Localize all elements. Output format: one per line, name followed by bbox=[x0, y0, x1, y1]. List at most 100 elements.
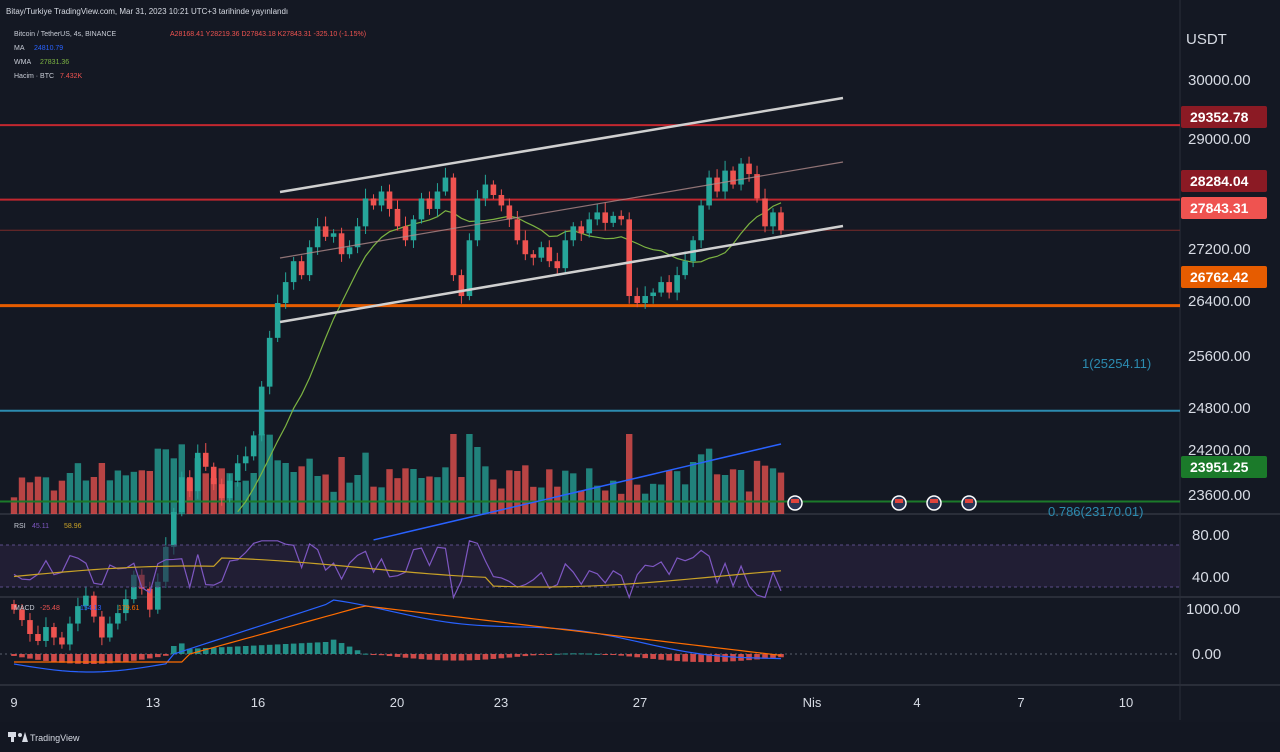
macd-histogram-bar bbox=[538, 654, 545, 655]
price-badge bbox=[1181, 106, 1267, 128]
time-tick-label: Nis bbox=[803, 695, 822, 710]
macd-histogram-bar bbox=[674, 654, 680, 662]
volume-bar bbox=[154, 448, 162, 514]
time-tick-label: 27 bbox=[633, 695, 647, 710]
candle-body bbox=[410, 219, 417, 241]
footer-bar bbox=[0, 722, 1280, 752]
macd-histogram-bar bbox=[562, 653, 569, 655]
candle-body bbox=[51, 627, 57, 638]
candle-body bbox=[178, 477, 185, 513]
candle-body bbox=[650, 292, 656, 297]
volume-bar bbox=[673, 471, 681, 514]
candle-body bbox=[674, 275, 680, 293]
time-tick-label: 20 bbox=[390, 695, 404, 710]
candle-body bbox=[562, 240, 569, 269]
event-flag-icon bbox=[895, 499, 903, 503]
macd-histogram-bar bbox=[690, 654, 696, 662]
candle-body bbox=[210, 466, 217, 485]
channel-lower-line bbox=[279, 224, 844, 324]
volume-bar bbox=[250, 473, 257, 514]
volume-bar bbox=[202, 473, 209, 514]
candle-body bbox=[778, 212, 784, 231]
macd-histogram-bar bbox=[155, 654, 161, 658]
macd-histogram-bar bbox=[35, 654, 41, 660]
candle-body bbox=[522, 240, 529, 255]
candle-body bbox=[226, 480, 233, 499]
macd-histogram-bar bbox=[482, 654, 489, 660]
currency-label: USDT bbox=[1186, 31, 1227, 48]
candle-body bbox=[490, 184, 497, 195]
macd-histogram-bar bbox=[43, 654, 49, 661]
volume-bar bbox=[402, 468, 409, 514]
price-tick-label: 25600.00 bbox=[1188, 348, 1251, 365]
macd-indicator bbox=[0, 599, 1180, 673]
macd-histogram-bar bbox=[266, 644, 273, 654]
price-tick-label: 30000.00 bbox=[1188, 72, 1251, 89]
candle-body bbox=[266, 337, 273, 387]
volume-bar bbox=[234, 482, 241, 514]
volume-bar bbox=[58, 480, 66, 514]
candle-body bbox=[394, 208, 401, 227]
symbol-line: Bitcoin / TetherUS, 4s, BINANCE bbox=[14, 31, 117, 38]
volume-bar bbox=[266, 434, 273, 514]
volume-bar bbox=[562, 470, 569, 514]
rsi-tick-40: 40.00 bbox=[1192, 569, 1230, 586]
volume-bar bbox=[522, 465, 529, 514]
macd-histogram-bar bbox=[274, 644, 281, 654]
rsi-tick-80: 80.00 bbox=[1192, 527, 1230, 544]
hacim-value: 7.432K bbox=[60, 73, 83, 80]
volume-bar bbox=[98, 463, 106, 514]
candle-body bbox=[370, 198, 377, 206]
volume-bar bbox=[122, 475, 130, 514]
macd-histogram-bar bbox=[642, 654, 648, 659]
macd-histogram-bar bbox=[19, 654, 25, 658]
candle-body bbox=[306, 247, 313, 276]
price-badge-label: 28284.04 bbox=[1190, 173, 1249, 189]
macd-histogram-bar bbox=[290, 643, 297, 654]
macd-histogram-bar bbox=[570, 653, 577, 655]
macd-histogram-bar bbox=[402, 654, 409, 658]
candle-body bbox=[466, 240, 473, 297]
candle-body bbox=[418, 198, 425, 220]
price-tick-label: 24800.00 bbox=[1188, 400, 1251, 417]
candle-body bbox=[322, 226, 329, 237]
candle-body bbox=[202, 452, 209, 467]
volume-bar bbox=[274, 460, 281, 514]
macd-tick-0: 0.00 bbox=[1192, 646, 1221, 663]
volume-bar bbox=[210, 478, 217, 514]
hacim-label: Hacim · BTC bbox=[14, 73, 54, 80]
candle-body bbox=[514, 219, 521, 241]
price-tick-label: 23600.00 bbox=[1188, 487, 1251, 504]
candle-body bbox=[698, 205, 704, 241]
volume-bar bbox=[761, 465, 769, 514]
time-tick-label: 13 bbox=[146, 695, 160, 710]
volume-bar bbox=[418, 478, 425, 514]
macd-histogram-bar bbox=[522, 654, 529, 657]
volume-bar bbox=[665, 470, 673, 514]
ohlc-values: A28168.41 Y28219.36 D27843.18 K27843.31 … bbox=[170, 31, 366, 38]
macd-histogram-bar bbox=[418, 654, 425, 660]
rsi-indicator bbox=[0, 540, 1180, 600]
volume-bar bbox=[450, 434, 457, 514]
volume-bar bbox=[370, 486, 377, 514]
macd-histogram-bar bbox=[322, 642, 329, 654]
macd-histogram-bar bbox=[186, 648, 193, 654]
candle-body bbox=[474, 198, 481, 241]
macd-histogram-bar bbox=[450, 654, 457, 661]
price-badge-label: 23951.25 bbox=[1190, 459, 1249, 475]
volume-bar bbox=[514, 471, 521, 514]
macd-histogram-bar bbox=[722, 654, 728, 662]
candle-body bbox=[338, 233, 345, 255]
volume-bar bbox=[626, 434, 633, 514]
macd-histogram-bar bbox=[202, 648, 209, 654]
wma-value: 27831.36 bbox=[40, 59, 69, 66]
volume-bar bbox=[314, 476, 321, 514]
volume-bar bbox=[434, 477, 441, 514]
volume-bar bbox=[490, 479, 497, 514]
macd-histogram-bar bbox=[586, 653, 593, 655]
macd-tick-1000: 1000.00 bbox=[1186, 601, 1240, 618]
volume-bar bbox=[170, 458, 177, 514]
macd-histogram-bar bbox=[346, 646, 353, 654]
volume-bar bbox=[114, 470, 122, 514]
